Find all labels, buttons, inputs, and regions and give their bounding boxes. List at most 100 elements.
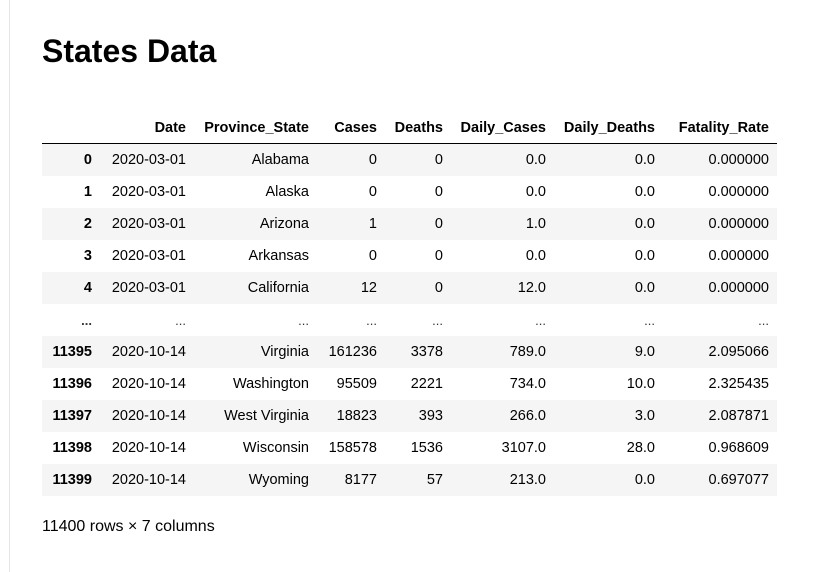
row-index: 4 — [83, 280, 92, 296]
cell-cases: 12 — [360, 280, 377, 296]
cell-deaths: 393 — [418, 408, 443, 424]
cell-daily-cases: 266.0 — [509, 408, 546, 424]
cell-cases: ... — [366, 312, 377, 328]
cell-daily-deaths: 28.0 — [626, 440, 655, 456]
cell-deaths: 1536 — [410, 440, 443, 456]
cell-province-state: West Virginia — [224, 408, 309, 424]
row-index: 11397 — [52, 408, 92, 424]
row-index: 11398 — [52, 440, 92, 456]
cell-cases: 8177 — [344, 472, 377, 488]
header-daily-deaths: Daily_Deaths — [554, 113, 663, 144]
cell-fatality-rate: 0.968609 — [708, 440, 769, 456]
cell-province-state: Alabama — [251, 152, 309, 168]
cell-cases: 1 — [368, 216, 377, 232]
cell-cases: 158578 — [328, 440, 377, 456]
shape-caption: 11400 rows × 7 columns — [42, 518, 215, 535]
cell-cases: 0 — [368, 248, 377, 264]
header-index — [42, 113, 100, 144]
cell-cases: 161236 — [328, 344, 377, 360]
cell-deaths: 3378 — [410, 344, 443, 360]
table-row: 1 2020-03-01 Alaska 0 0 0.0 0.0 0.000000 — [42, 176, 777, 208]
cell-daily-cases: ... — [535, 312, 546, 328]
header-fatality-rate: Fatality_Rate — [663, 113, 777, 144]
cell-daily-cases: 0.0 — [525, 152, 546, 168]
cell-fatality-rate: 0.697077 — [708, 472, 769, 488]
cell-date: 2020-03-01 — [111, 184, 186, 200]
cell-fatality-rate: 0.000000 — [708, 216, 769, 232]
cell-deaths: 0 — [434, 184, 443, 200]
cell-date: 2020-03-01 — [111, 152, 186, 168]
cell-daily-deaths: 0.0 — [634, 472, 655, 488]
cell-fatality-rate: ... — [758, 312, 769, 328]
cell-date: 2020-03-01 — [111, 248, 186, 264]
notebook-cell-gutter — [9, 0, 10, 572]
cell-daily-cases: 789.0 — [509, 344, 546, 360]
cell-daily-cases: 0.0 — [525, 248, 546, 264]
row-index: ... — [81, 312, 92, 328]
cell-province-state: Virginia — [260, 344, 309, 360]
cell-fatality-rate: 2.325435 — [708, 376, 769, 392]
table-row: 2 2020-03-01 Arizona 1 0 1.0 0.0 0.000000 — [42, 208, 777, 240]
cell-daily-deaths: 9.0 — [634, 344, 655, 360]
cell-daily-cases: 12.0 — [517, 280, 546, 296]
cell-cases: 18823 — [336, 408, 377, 424]
cell-deaths: 0 — [434, 216, 443, 232]
cell-province-state: Alaska — [265, 184, 309, 200]
cell-fatality-rate: 2.087871 — [708, 408, 769, 424]
table-row: 11395 2020-10-14 Virginia 161236 3378 789.0 9.… — [42, 336, 777, 368]
cell-province-state: Arizona — [259, 216, 309, 232]
header-deaths: Deaths — [385, 113, 451, 144]
table-row: 0 2020-03-01 Alabama 0 0 0.0 0.0 0.000000 — [42, 143, 777, 176]
cell-date: 2020-10-14 — [111, 472, 186, 488]
cell-daily-cases: 3107.0 — [501, 440, 546, 456]
cell-province-state: Wisconsin — [242, 440, 309, 456]
header-date: Date — [100, 113, 194, 144]
cell-province-state: Wyoming — [248, 472, 309, 488]
cell-deaths: 0 — [434, 248, 443, 264]
table-row: 11396 2020-10-14 Washington 95509 2221 734.0 1… — [42, 368, 777, 400]
cell-daily-deaths: 0.0 — [634, 152, 655, 168]
cell-deaths: 0 — [434, 280, 443, 296]
table-row: ........................ — [42, 304, 777, 336]
row-index: 1 — [83, 184, 92, 200]
cell-daily-deaths: 0.0 — [634, 216, 655, 232]
cell-date: 2020-03-01 — [111, 216, 186, 232]
header-province-state: Province_State — [194, 113, 317, 144]
row-index: 11396 — [52, 376, 92, 392]
cell-daily-deaths: 0.0 — [634, 280, 655, 296]
cell-fatality-rate: 0.000000 — [708, 184, 769, 200]
cell-cases: 0 — [368, 184, 377, 200]
cell-daily-cases: 734.0 — [509, 376, 546, 392]
table-row: 11399 2020-10-14 Wyoming 8177 57 213.0 0.0 0.69… — [42, 464, 777, 496]
header-daily-cases: Daily_Cases — [451, 113, 554, 144]
cell-daily-deaths: 3.0 — [634, 408, 655, 424]
dataframe-table: Date Province_State Cases Deaths Daily_C… — [42, 113, 777, 496]
table-body: 0 2020-03-01 Alabama 0 0 0.0 0.0 0.000000 1 2020-… — [42, 143, 777, 496]
header-cases: Cases — [317, 113, 385, 144]
table-row: 11397 2020-10-14 West Virginia 18823 393 266.… — [42, 400, 777, 432]
cell-date: ... — [175, 312, 186, 328]
cell-date: 2020-10-14 — [111, 408, 186, 424]
row-index: 0 — [83, 152, 92, 168]
cell-daily-cases: 213.0 — [509, 472, 546, 488]
table-row: 11398 2020-10-14 Wisconsin 158578 1536 3107.0… — [42, 432, 777, 464]
cell-province-state: California — [247, 280, 309, 296]
row-index: 3 — [83, 248, 92, 264]
cell-daily-deaths: 0.0 — [634, 248, 655, 264]
header-row: Date Province_State Cases Deaths Daily_C… — [42, 113, 777, 144]
row-index: 11399 — [52, 472, 92, 488]
cell-daily-cases: 1.0 — [525, 216, 546, 232]
cell-daily-deaths: 0.0 — [634, 184, 655, 200]
cell-province-state: Washington — [232, 376, 309, 392]
cell-daily-cases: 0.0 — [525, 184, 546, 200]
cell-fatality-rate: 2.095066 — [708, 344, 769, 360]
table-row: 4 2020-03-01 California 12 0 12.0 0.0 0.000000 — [42, 272, 777, 304]
cell-cases: 95509 — [336, 376, 377, 392]
cell-date: 2020-10-14 — [111, 376, 186, 392]
cell-cases: 0 — [368, 152, 377, 168]
row-index: 2 — [83, 216, 92, 232]
cell-deaths: 57 — [426, 472, 443, 488]
cell-province-state: Arkansas — [248, 248, 309, 264]
cell-date: 2020-03-01 — [111, 280, 186, 296]
cell-deaths: ... — [432, 312, 443, 328]
